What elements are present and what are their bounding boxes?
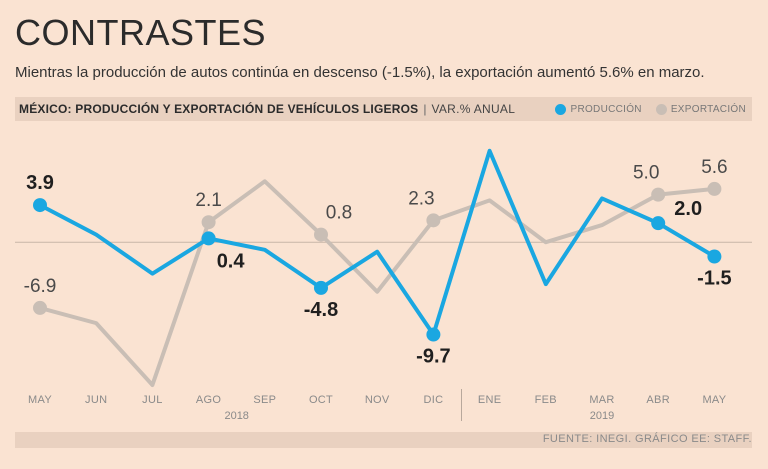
data-point-exportacion	[426, 213, 441, 228]
data-label-exportacion: 5.0	[633, 163, 659, 184]
x-tick-label: ENE	[478, 394, 502, 406]
data-point-produccion	[314, 280, 328, 295]
data-label-exportacion: 2.1	[195, 190, 221, 211]
data-label-produccion: -9.7	[416, 346, 450, 368]
data-point-produccion	[707, 249, 722, 264]
data-label-exportacion: 2.3	[408, 188, 434, 209]
data-point-exportacion	[707, 181, 722, 196]
year-label: 2018	[224, 410, 248, 422]
chart-header-title: MÉXICO: PRODUCCIÓN Y EXPORTACIÓN DE VEHÍ…	[19, 102, 419, 116]
legend-label-produccion: PRODUCCIÓN	[570, 103, 642, 115]
data-point-produccion	[651, 216, 666, 231]
series-line-produccion	[38, 148, 717, 337]
footer-bar	[15, 432, 752, 448]
data-label-produccion: 2.0	[674, 198, 702, 220]
data-label-produccion: -1.5	[697, 268, 731, 290]
year-label: 2019	[590, 410, 614, 422]
chart-header-bar: MÉXICO: PRODUCCIÓN Y EXPORTACIÓN DE VEHÍ…	[15, 97, 752, 121]
data-point-produccion	[426, 327, 441, 342]
x-tick-label: DIC	[423, 394, 443, 406]
chart-subtitle: Mientras la producción de autos continúa…	[15, 64, 705, 81]
legend-dot-produccion	[555, 103, 567, 115]
source-note: FUENTE: INEGI. GRÁFICO EE: STAFF.	[542, 433, 752, 445]
legend-item-produccion: PRODUCCIÓN	[555, 103, 642, 115]
series-line-exportacion	[38, 179, 717, 387]
x-tick-label: JUN	[85, 394, 107, 406]
x-tick-label: JUL	[142, 394, 162, 406]
legend-dot-exportacion	[655, 103, 667, 115]
data-label-produccion: 3.9	[26, 172, 54, 194]
data-point-produccion	[33, 198, 47, 213]
x-tick-label: SEP	[253, 394, 276, 406]
chart-unit-label: VAR.% ANUAL	[431, 102, 516, 116]
data-label-produccion: 0.4	[217, 250, 246, 272]
data-label-exportacion: 0.8	[326, 203, 352, 224]
data-point-exportacion	[201, 215, 216, 230]
x-tick-label: OCT	[309, 394, 333, 406]
data-label-exportacion: -6.9	[24, 276, 57, 297]
x-tick-label: NOV	[365, 394, 390, 406]
legend: PRODUCCIÓN EXPORTACIÓN	[541, 103, 752, 115]
x-tick-label: MAY	[702, 394, 726, 406]
chart-title: CONTRASTES	[15, 12, 267, 53]
data-point-exportacion	[651, 187, 666, 202]
data-point-exportacion	[314, 227, 328, 242]
legend-label-exportacion: EXPORTACIÓN	[670, 103, 746, 115]
data-point-exportacion	[33, 300, 47, 315]
header-separator: |	[423, 102, 427, 116]
data-label-exportacion: 5.6	[701, 157, 727, 178]
x-tick-label: MAR	[589, 394, 614, 406]
x-tick-label: MAY	[28, 394, 52, 406]
x-tick-label: ABR	[646, 394, 670, 406]
x-tick-label: AGO	[196, 394, 221, 406]
data-label-produccion: -4.8	[304, 299, 338, 321]
x-tick-label: FEB	[535, 394, 557, 406]
legend-item-exportacion: EXPORTACIÓN	[655, 103, 746, 115]
data-point-produccion	[201, 231, 216, 246]
